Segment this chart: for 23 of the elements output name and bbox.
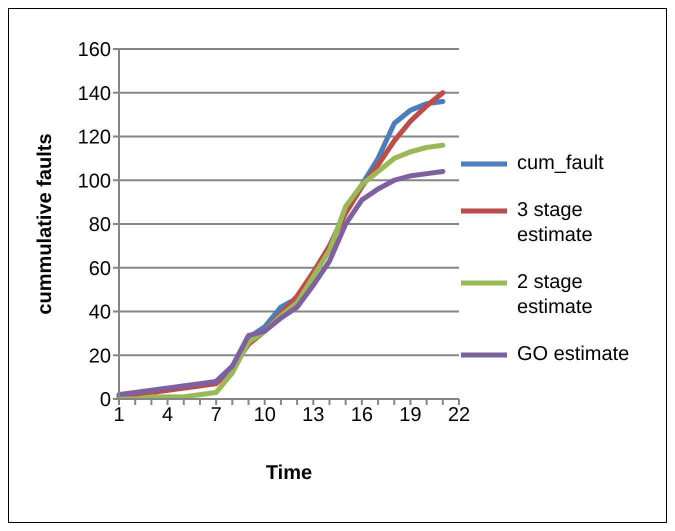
- y-tick-label: 140: [78, 82, 111, 105]
- legend-label: 2 stage estimate: [517, 270, 594, 320]
- y-tick-label: 80: [88, 214, 111, 236]
- y-tick-label: 120: [78, 126, 111, 149]
- x-tick-label: 13: [302, 404, 324, 426]
- x-tick-label: 16: [350, 404, 373, 426]
- x-tick-label: 7: [210, 404, 222, 426]
- y-tick-label: 20: [88, 345, 111, 368]
- y-tick-label: 100: [78, 170, 111, 192]
- y-tick-label: 40: [88, 302, 111, 324]
- y-tick-label: 0: [100, 389, 111, 412]
- x-tick-label: 22: [448, 404, 470, 426]
- x-tick-label: 4: [162, 404, 174, 426]
- x-tick-label: 1: [113, 404, 125, 426]
- y-tick-label: 60: [88, 258, 111, 280]
- y-axis-title: cummulative faults: [34, 133, 56, 315]
- x-axis-title: Time: [266, 462, 312, 484]
- x-tick-label: 10: [254, 404, 276, 426]
- legend-label: GO estimate: [517, 342, 630, 367]
- y-tick-label: 160: [78, 39, 111, 62]
- x-tick-label: 19: [399, 404, 422, 426]
- legend-label: cum_fault: [517, 151, 604, 176]
- legend-label: 3 stage estimate: [517, 198, 594, 248]
